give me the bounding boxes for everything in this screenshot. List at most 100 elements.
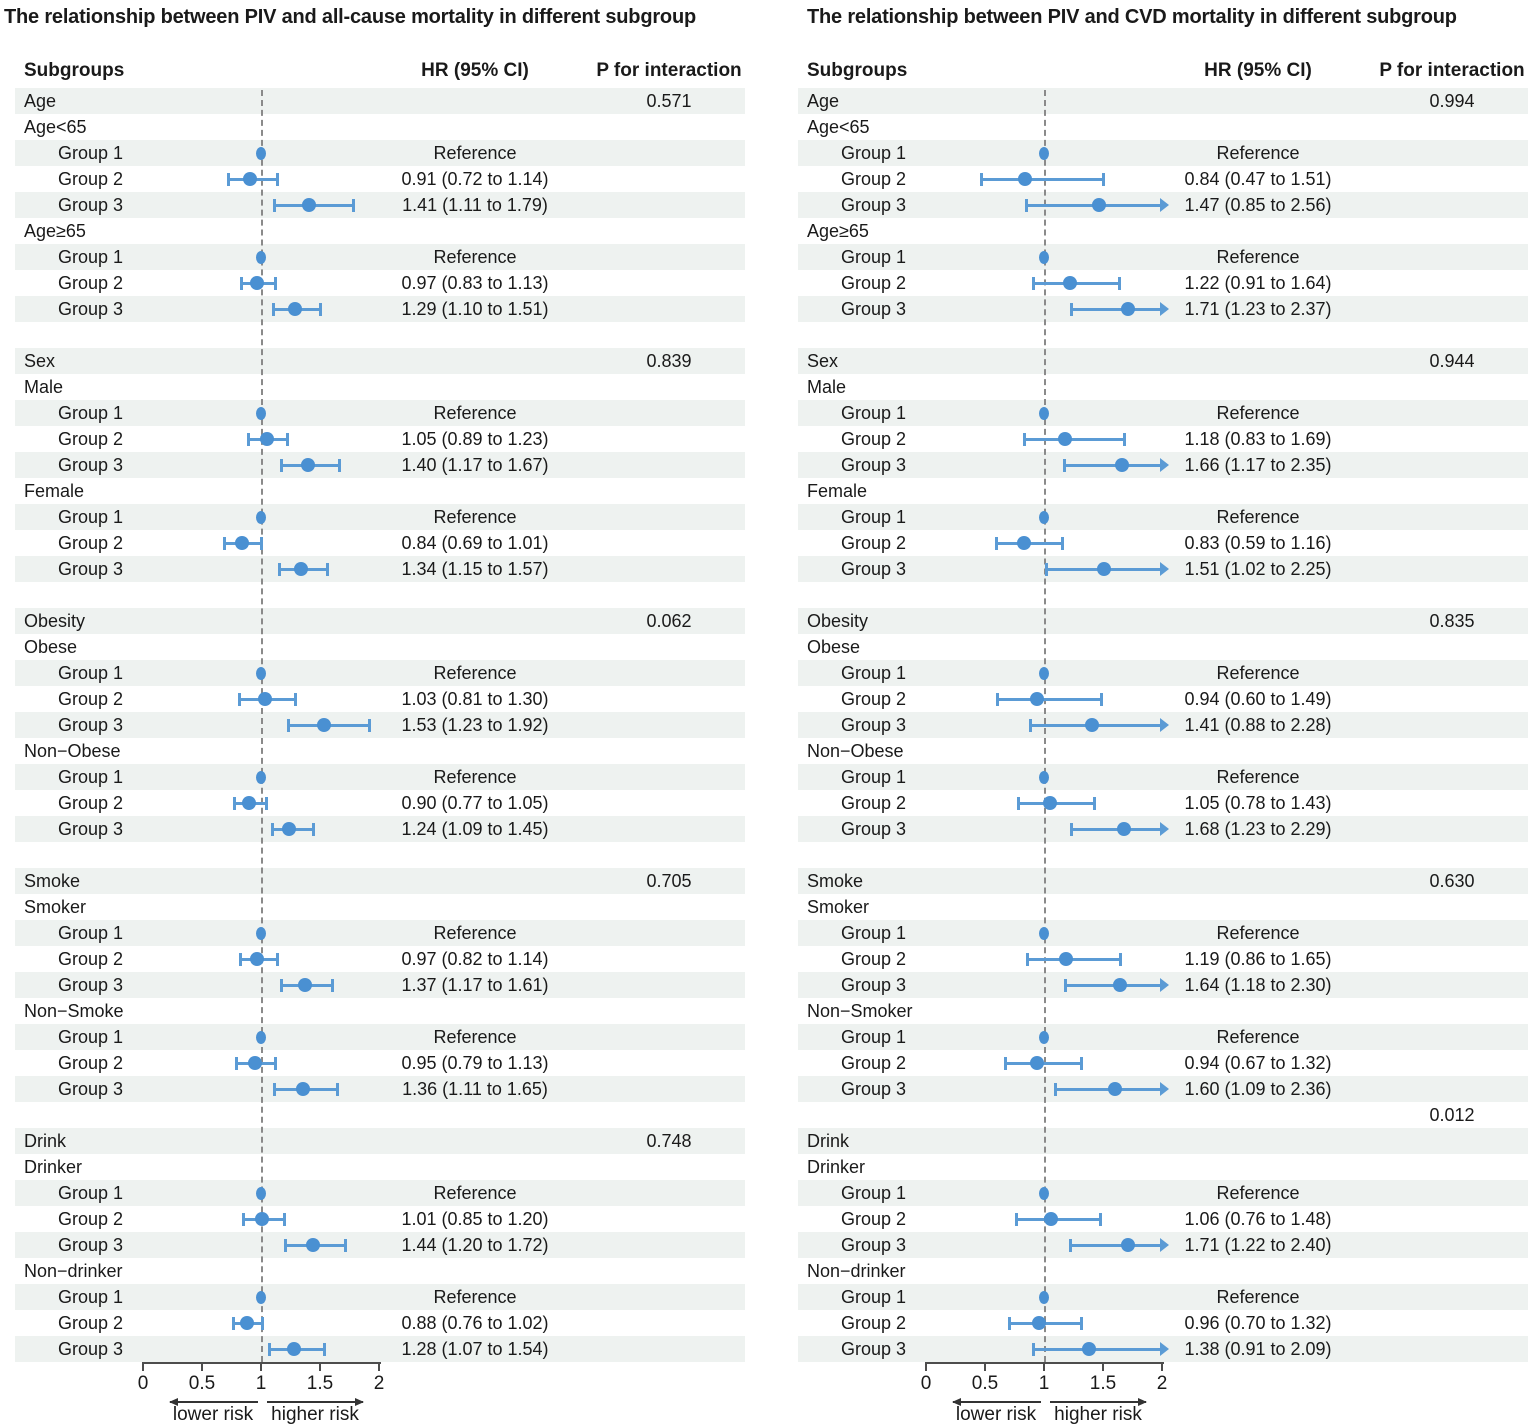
estimate-row: Group 1 Reference <box>15 1284 745 1310</box>
hr-ci-value: 1.71 (1.23 to 2.37) <box>1184 299 1332 319</box>
spacer-row: 0.012 <box>798 1102 1528 1128</box>
point-estimate-dot <box>1039 1186 1049 1200</box>
subgroup-label-row: Non−Smoker <box>798 998 1528 1024</box>
spacer-row <box>15 322 745 348</box>
row-label: Drink <box>24 1131 67 1151</box>
axis-tick <box>378 1362 380 1371</box>
row-label: Group 1 <box>841 663 907 683</box>
spacer-row <box>798 322 1528 348</box>
point-estimate-dot <box>1039 770 1049 784</box>
axis-tick-label: 0.5 <box>971 1373 999 1394</box>
row-label: Group 2 <box>58 1209 124 1229</box>
hr-ci-value: 1.38 (0.91 to 2.09) <box>1184 1339 1332 1359</box>
point-estimate-dot <box>256 926 266 940</box>
row-label: Non−drinker <box>807 1261 906 1281</box>
row-label: Non−Obese <box>807 741 904 761</box>
point-estimate-dot <box>288 302 303 316</box>
subgroup-label-row: Non−Smoke <box>15 998 745 1024</box>
estimate-row: Group 3 1.41 (0.88 to 2.28) <box>798 712 1528 738</box>
hr-ci-value: 1.05 (0.89 to 1.23) <box>401 429 549 449</box>
p-interaction-value: 0.571 <box>646 91 692 111</box>
subgroup-label-row: Age<65 <box>15 114 745 140</box>
hr-ci-value: 1.37 (1.17 to 1.61) <box>401 975 549 995</box>
hr-ci-value: 1.51 (1.02 to 2.25) <box>1184 559 1332 579</box>
row-label: Group 1 <box>841 923 907 943</box>
row-label: Group 3 <box>841 455 907 475</box>
hr-ci-value: Reference <box>433 1183 517 1203</box>
hr-ci-value: 1.24 (1.09 to 1.45) <box>401 819 549 839</box>
p-interaction-value: 0.944 <box>1429 351 1475 371</box>
row-label: Group 1 <box>841 403 907 423</box>
estimate-row: Group 3 1.36 (1.11 to 1.65) <box>15 1076 745 1102</box>
column-header-hr-ci: HR (95% CI) <box>421 60 529 81</box>
hr-ci-value: Reference <box>433 247 517 267</box>
row-label: Group 3 <box>841 819 907 839</box>
hr-ci-value: 0.97 (0.83 to 1.13) <box>401 273 549 293</box>
hr-ci-value: 1.66 (1.17 to 2.35) <box>1184 455 1332 475</box>
point-estimate-dot <box>256 770 266 784</box>
estimate-row: Group 2 0.88 (0.76 to 1.02) <box>15 1310 745 1336</box>
estimate-row: Group 3 1.53 (1.23 to 1.92) <box>15 712 745 738</box>
row-label: Group 2 <box>58 689 124 709</box>
reference-line <box>261 90 263 1362</box>
confidence-interval-bar <box>995 692 1103 706</box>
axis-tick <box>1102 1362 1104 1371</box>
estimate-row: Group 1 Reference <box>15 1024 745 1050</box>
row-label: Non−Obese <box>24 741 121 761</box>
higher-risk-arrow <box>1050 1398 1147 1406</box>
point-estimate-dot <box>1097 562 1112 576</box>
point-estimate-dot <box>1117 822 1132 836</box>
subgroup-label-row: Male <box>798 374 1528 400</box>
row-label: Drink <box>807 1131 850 1151</box>
point-estimate-dot <box>296 1082 311 1096</box>
point-estimate-dot <box>1039 1290 1049 1304</box>
estimate-row: Group 2 1.05 (0.89 to 1.23) <box>15 426 745 452</box>
confidence-interval-bar <box>1022 432 1127 446</box>
row-label: Group 3 <box>841 715 907 735</box>
row-label: Smoke <box>807 871 864 891</box>
subgroup-label-row: Smoker <box>15 894 745 920</box>
estimate-row: Group 2 0.91 (0.72 to 1.14) <box>15 166 745 192</box>
row-label: Group 2 <box>58 949 124 969</box>
estimate-row: Group 2 1.18 (0.83 to 1.69) <box>798 426 1528 452</box>
hr-ci-value: Reference <box>433 507 517 527</box>
subgroup-label-row: Male <box>15 374 745 400</box>
hr-ci-value: 1.41 (0.88 to 2.28) <box>1184 715 1332 735</box>
confidence-interval-bar <box>1064 978 1170 992</box>
estimate-row: Group 3 1.60 (1.09 to 2.36) <box>798 1076 1528 1102</box>
hr-ci-value: Reference <box>1216 247 1300 267</box>
axis-tick-label: 1 <box>255 1373 267 1394</box>
panel-all-cause-mortality: The relationship between PIV and all-cau… <box>4 0 745 1428</box>
point-estimate-dot <box>302 198 317 212</box>
point-estimate-dot <box>1039 406 1049 420</box>
spacer-row <box>798 842 1528 868</box>
estimate-row: Group 1 Reference <box>798 244 1528 270</box>
estimate-row: Group 2 1.05 (0.78 to 1.43) <box>798 790 1528 816</box>
estimate-row: Group 1 Reference <box>798 1284 1528 1310</box>
row-label: Obese <box>24 637 78 657</box>
row-label: Group 2 <box>841 949 907 969</box>
section-header-row: Age 0.571 <box>15 88 745 114</box>
point-estimate-dot <box>256 406 266 420</box>
row-label: Sex <box>807 351 839 371</box>
section-header-row: Obesity 0.835 <box>798 608 1528 634</box>
point-estimate-dot <box>297 978 312 992</box>
hr-ci-value: Reference <box>433 403 517 423</box>
subgroup-label-row: Non−Obese <box>798 738 1528 764</box>
estimate-row: Group 2 0.83 (0.59 to 1.16) <box>798 530 1528 556</box>
axis-tick <box>1043 1362 1045 1371</box>
chart-title: The relationship between PIV and CVD mor… <box>807 6 1457 28</box>
column-header-hr-ci: HR (95% CI) <box>1204 60 1312 81</box>
estimate-row: Group 3 1.71 (1.22 to 2.40) <box>798 1232 1528 1258</box>
p-interaction-value: 0.630 <box>1429 871 1475 891</box>
point-estimate-dot <box>243 172 258 186</box>
row-label: Group 3 <box>58 455 124 475</box>
axis-tick <box>260 1362 262 1371</box>
point-estimate-dot <box>259 432 274 446</box>
hr-ci-value: 1.64 (1.18 to 2.30) <box>1184 975 1332 995</box>
subgroup-label-row: Smoker <box>798 894 1528 920</box>
row-label: Group 3 <box>841 1339 907 1359</box>
hr-ci-value: Reference <box>433 663 517 683</box>
row-label: Group 1 <box>58 767 124 787</box>
estimate-row: Group 1 Reference <box>15 1180 745 1206</box>
